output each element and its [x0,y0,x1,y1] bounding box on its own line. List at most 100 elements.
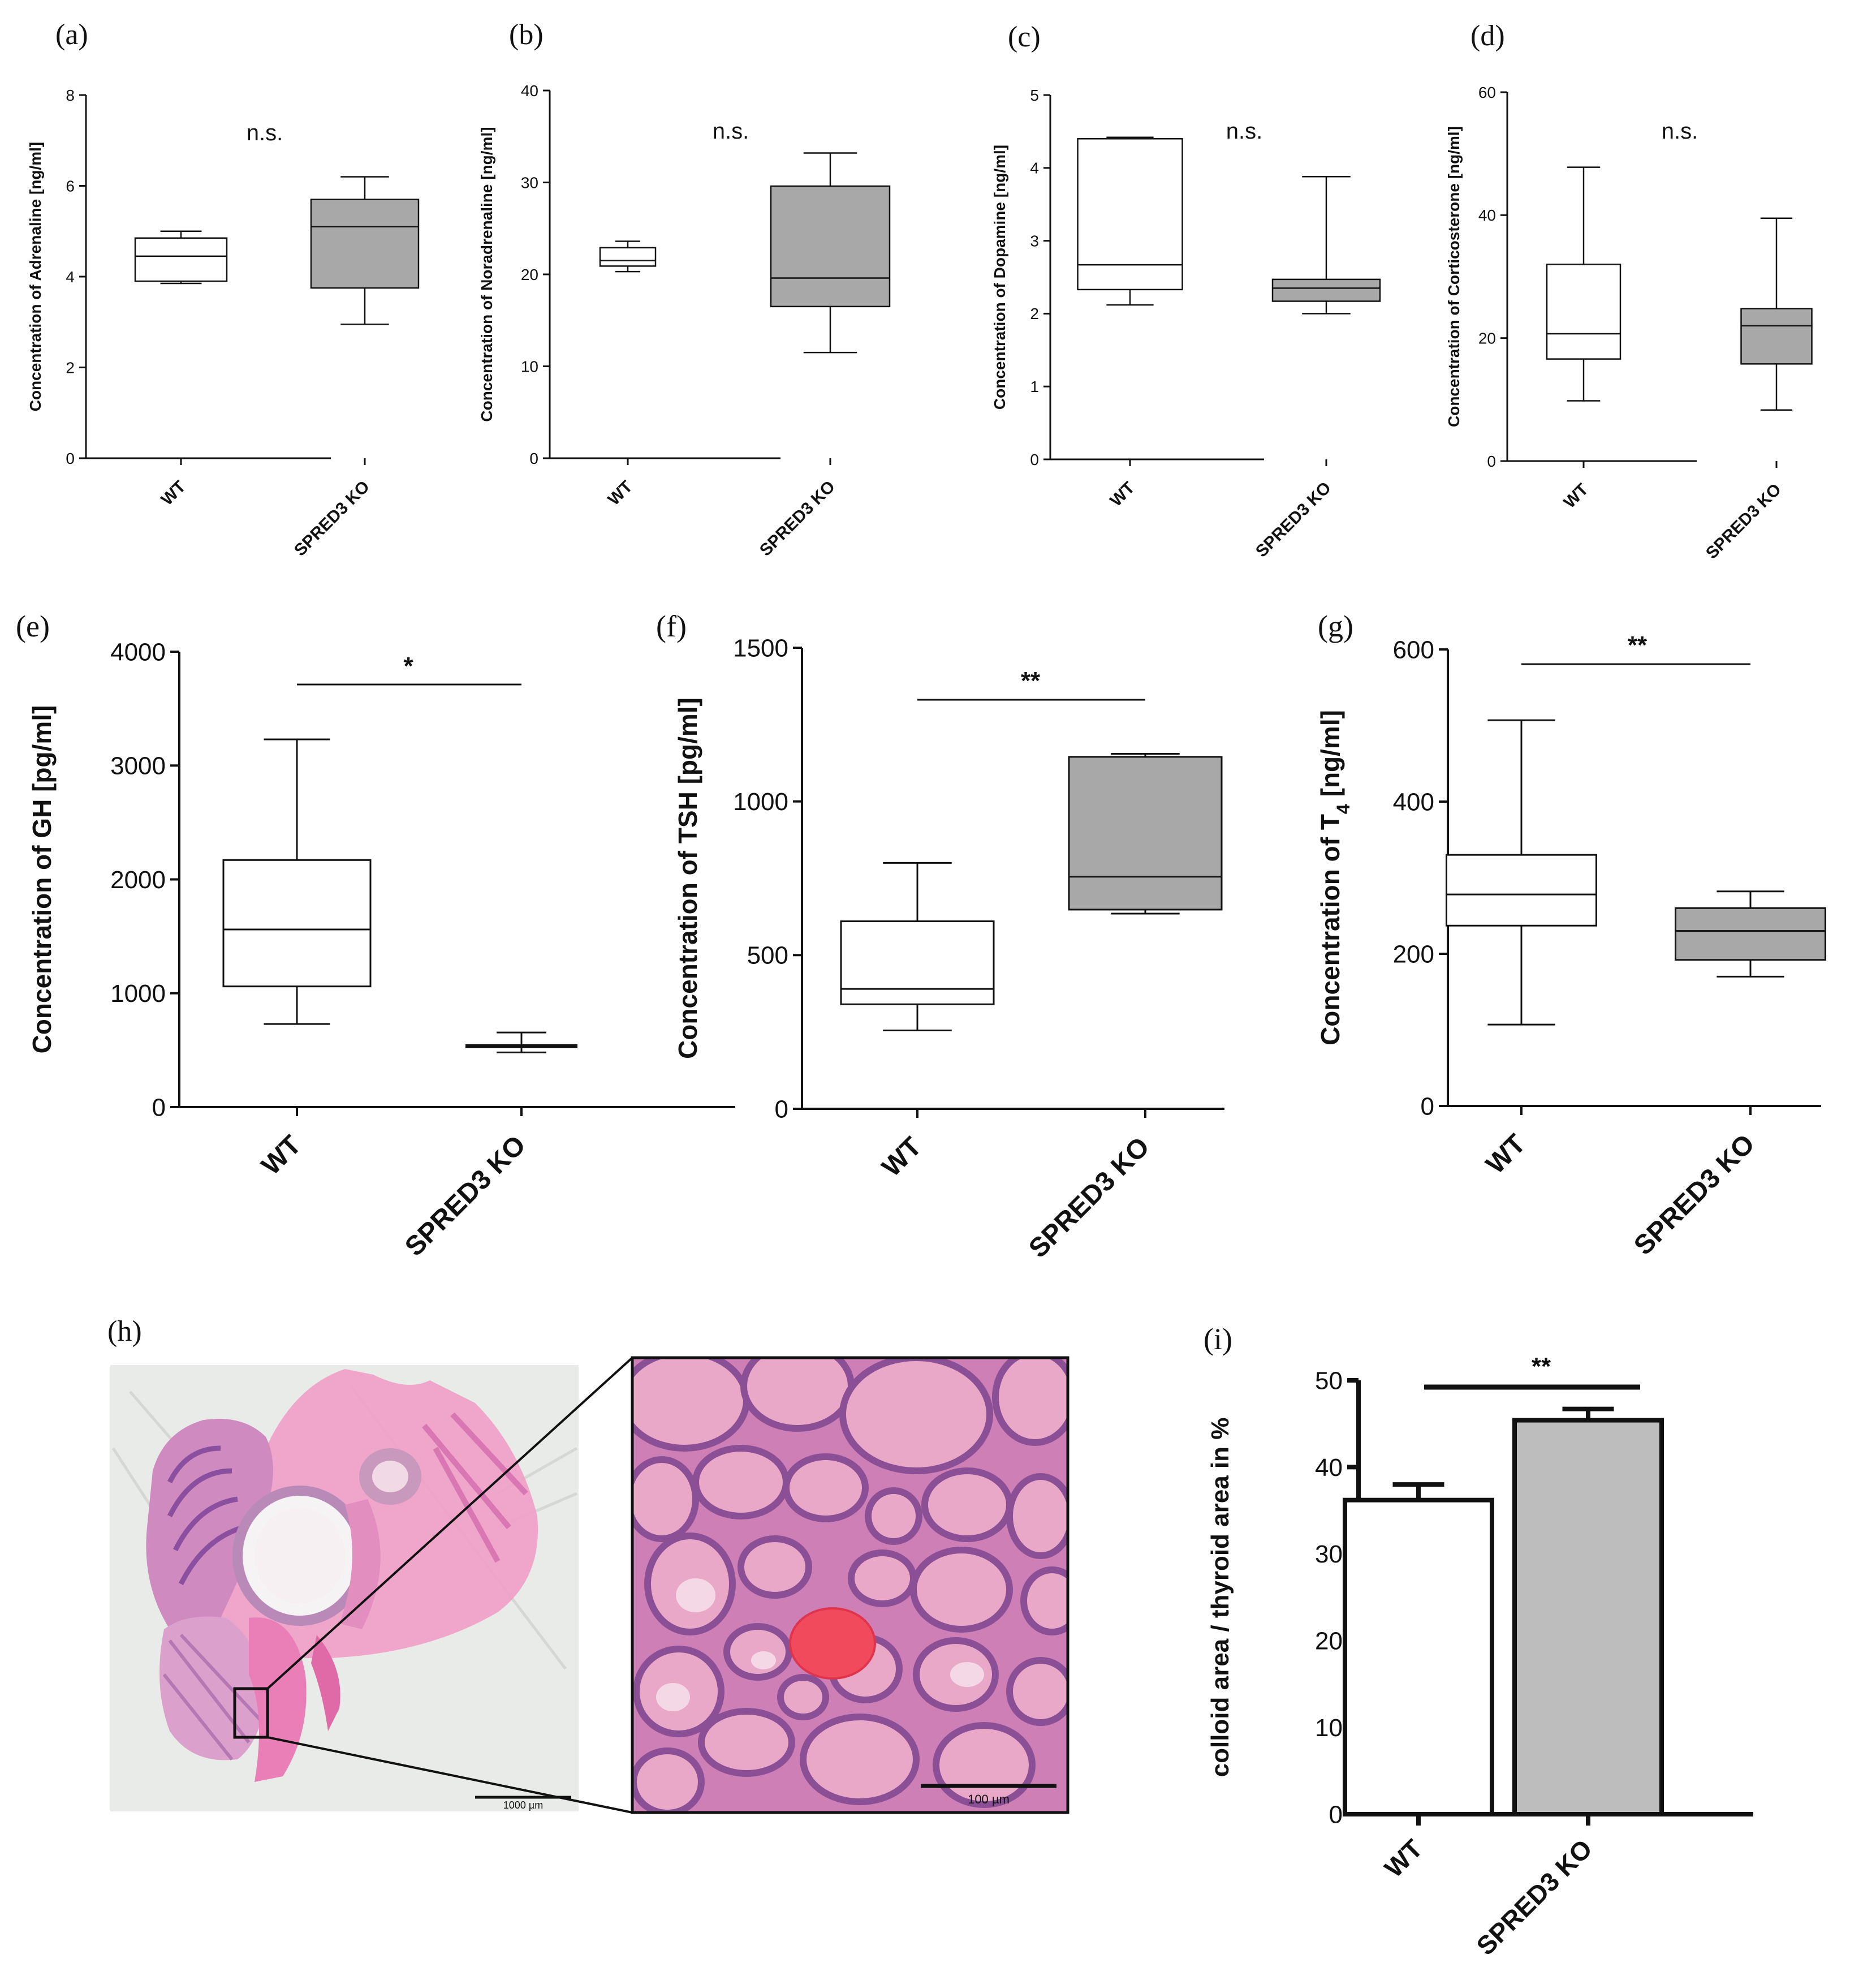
y-tick-label-i: 0 [1329,1801,1343,1828]
ko-box-g [1675,907,1826,961]
wt-box-d [1546,264,1621,360]
wt-box-f [840,920,995,1005]
y-tick-label-g: 0 [1421,1092,1434,1120]
chart-e: (e) 0 1000 2000 3000 4000 Concentration of GH … [16,609,735,1262]
y-axis-title-units: [ng/ml] [1316,710,1345,804]
y-tick-label-d: 20 [1478,329,1496,347]
ko-box-f [1068,756,1223,911]
category-label-i: SPRED3 KO [1470,1833,1598,1961]
ko-box-d [1740,308,1813,365]
inset-connector-top [266,1357,633,1690]
y-tick-label-a: 2 [66,359,75,376]
y-tick-label-a: 8 [66,87,75,104]
y-axis-title-i: colloid area / thyroid area in % [1206,1418,1234,1777]
panel-letter-c: (c) [1008,21,1041,53]
panel-letter-g: (g) [1318,609,1353,643]
y-tick-label-c: 5 [1030,87,1039,104]
panel-letter-d: (d) [1470,20,1505,52]
category-label-c: WT [1107,479,1138,510]
y-axis-title-main: Concentration of T [1316,814,1345,1045]
panel-letter-e: (e) [16,609,50,643]
category-label-f: SPRED3 KO [1023,1131,1155,1264]
y-tick-label-i: 20 [1315,1628,1343,1655]
overview-inset-box [233,1687,269,1739]
panel-letter-b: (b) [509,19,544,51]
y-tick-label-b: 10 [521,358,538,375]
wt-box-e [222,859,372,988]
category-label-c: SPRED3 KO [1252,479,1335,561]
chart-i: (i) 0 10 20 30 40 50 colloid area / thyroid are… [1204,1322,1753,1961]
y-tick-label-d: 0 [1487,453,1496,470]
overview-tissue-section: 1000 µm [111,1369,578,1811]
ko-box-a [310,199,420,289]
wt-bar-i [1343,1497,1494,1816]
category-label-e: SPRED3 KO [399,1130,532,1262]
y-tick-label-b: 0 [529,450,538,467]
y-tick-label-e: 4000 [110,638,166,666]
category-label-d: WT [1560,480,1592,512]
annotation-e: * [403,652,413,680]
annotation-i: ** [1532,1353,1551,1380]
ko-box-b [770,185,891,308]
y-tick-label-i: 30 [1315,1540,1343,1568]
y-tick-label-d: 40 [1478,206,1496,224]
y-axis-title-f: Concentration of TSH [pg/ml] [673,698,702,1059]
y-tick-label-f: 1000 [733,788,788,816]
category-label-b: SPRED3 KO [756,477,839,560]
y-tick-label-c: 0 [1030,451,1039,468]
panel-letter-i: (i) [1204,1322,1232,1356]
y-tick-label-c: 4 [1030,160,1039,177]
y-tick-label-b: 20 [521,266,538,283]
y-axis-title-a: Concentration of Adrenaline [ng/ml] [27,142,44,412]
category-label-d: SPRED3 KO [1702,480,1785,563]
y-tick-label-e: 1000 [110,980,166,1008]
highlighted-colloid [789,1607,876,1680]
y-tick-label-f: 0 [775,1095,788,1123]
ko-box-c [1271,278,1381,302]
y-tick-label-d: 60 [1478,84,1496,101]
chart-d: (d) 0 20 40 60 Concentration of Corticosteron… [1445,20,1813,563]
y-axis-title-b: Concentration of Noradrenaline [ng/ml] [478,127,495,421]
chart-b: (b) 0 10 20 30 40 Concentration of Noradrenali… [478,19,891,560]
y-axis-title-subscript: 4 [1333,804,1353,814]
y-tick-label-i: 10 [1315,1714,1343,1742]
annotation-c: n.s. [1226,119,1262,144]
category-label-f: WT [877,1131,928,1182]
panel-letter-a: (a) [55,19,88,51]
annotation-f: ** [1021,667,1041,695]
annotation-d: n.s. [1662,119,1698,144]
panel-letter-f: (f) [656,609,687,643]
y-tick-label-g: 200 [1393,940,1434,968]
zoom-follicles: 100 µm [632,1358,1068,1813]
wt-box-c [1077,138,1183,291]
category-label-a: WT [158,477,189,509]
chart-f: (f) 0 500 1000 1500 Concentration of TSH [pg/… [656,609,1224,1264]
chart-g: (g) 0 200 400 600 Concentration of T4 [ng/ml]… [1316,609,1826,1261]
category-label-b: WT [605,477,636,509]
y-tick-label-i: 40 [1315,1454,1343,1482]
wt-box-a [134,237,228,282]
y-tick-label-a: 0 [66,450,75,467]
y-tick-label-a: 6 [66,177,75,195]
annotation-a: n.s. [247,120,283,145]
histology-panel: (h) 1000 µm [107,1315,1069,1814]
overview-scale-label: 1000 µm [503,1800,543,1811]
charts-layer: (a) 0 2 4 6 8 Concentration of Adrenaline [ng/… [16,19,1826,1961]
y-tick-label-b: 40 [521,82,538,100]
wt-box-g [1446,854,1597,927]
category-label-g: SPRED3 KO [1628,1129,1761,1261]
y-tick-label-f: 1500 [733,634,788,662]
chart-c: (c) 0 1 2 3 4 5 Concentration of Dopamine [ng/m… [991,21,1381,561]
y-axis-title-e: Concentration of GH [pg/ml] [27,705,57,1054]
chart-a: (a) 0 2 4 6 8 Concentration of Adrenaline [ng/… [27,19,420,560]
y-tick-label-c: 3 [1030,232,1039,249]
wt-box-b [599,247,657,267]
y-tick-label-c: 1 [1030,378,1039,395]
zoom-image-frame [631,1356,1069,1814]
inset-connector-bottom [267,1736,633,1814]
annotation-g: ** [1628,631,1648,659]
y-tick-label-e: 0 [152,1094,166,1121]
y-axis-title-g: Concentration of T4 [ng/ml] [1316,710,1353,1045]
panel-letter-h: (h) [107,1315,142,1348]
